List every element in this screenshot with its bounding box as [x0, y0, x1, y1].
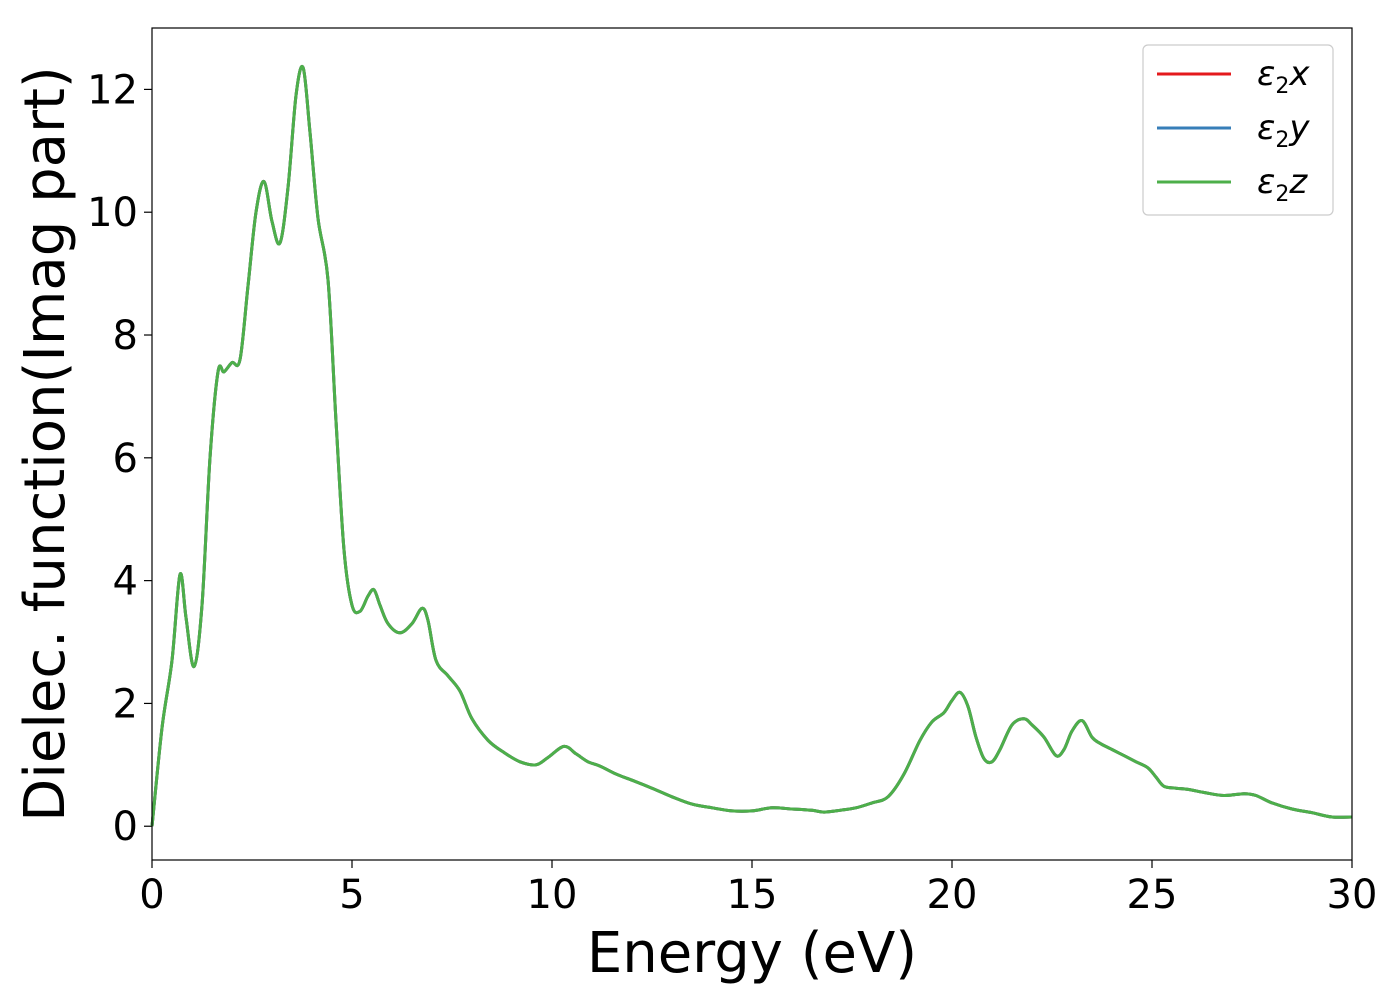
y-axis-title: Dielec. function(Imag part) — [13, 66, 78, 822]
y-tick-label: 10 — [87, 190, 138, 236]
y-tick-label: 4 — [113, 559, 138, 605]
legend-label-x: ε2x — [1257, 54, 1310, 99]
x-tick-label: 5 — [339, 872, 364, 918]
x-tick-label: 25 — [1127, 872, 1178, 918]
legend-label-y: ε2y — [1257, 108, 1310, 153]
x-tick-label: 15 — [727, 872, 778, 918]
y-tick-label: 8 — [113, 313, 138, 359]
x-axis-title: Energy (eV) — [587, 921, 917, 986]
x-tick-label: 0 — [139, 872, 164, 918]
y-tick-label: 6 — [113, 436, 138, 482]
x-tick-label: 30 — [1327, 872, 1378, 918]
plot-series — [150, 65, 1353, 827]
series-line-z — [150, 65, 1353, 827]
x-tick-label: 20 — [927, 872, 978, 918]
legend-box — [1142, 44, 1334, 216]
y-tick-label: 12 — [87, 67, 138, 113]
y-tick-label: 2 — [113, 681, 138, 727]
x-axis-ticks: 0 5 10 15 20 25 30 — [139, 860, 1377, 918]
legend-label-z: ε2z — [1257, 162, 1308, 207]
legend: ε2x ε2y ε2z — [1142, 44, 1334, 216]
y-axis-ticks: 0 2 4 6 8 10 12 — [87, 67, 152, 850]
y-tick-label: 0 — [113, 804, 138, 850]
plot-frame — [151, 27, 1353, 861]
x-tick-label: 10 — [527, 872, 578, 918]
